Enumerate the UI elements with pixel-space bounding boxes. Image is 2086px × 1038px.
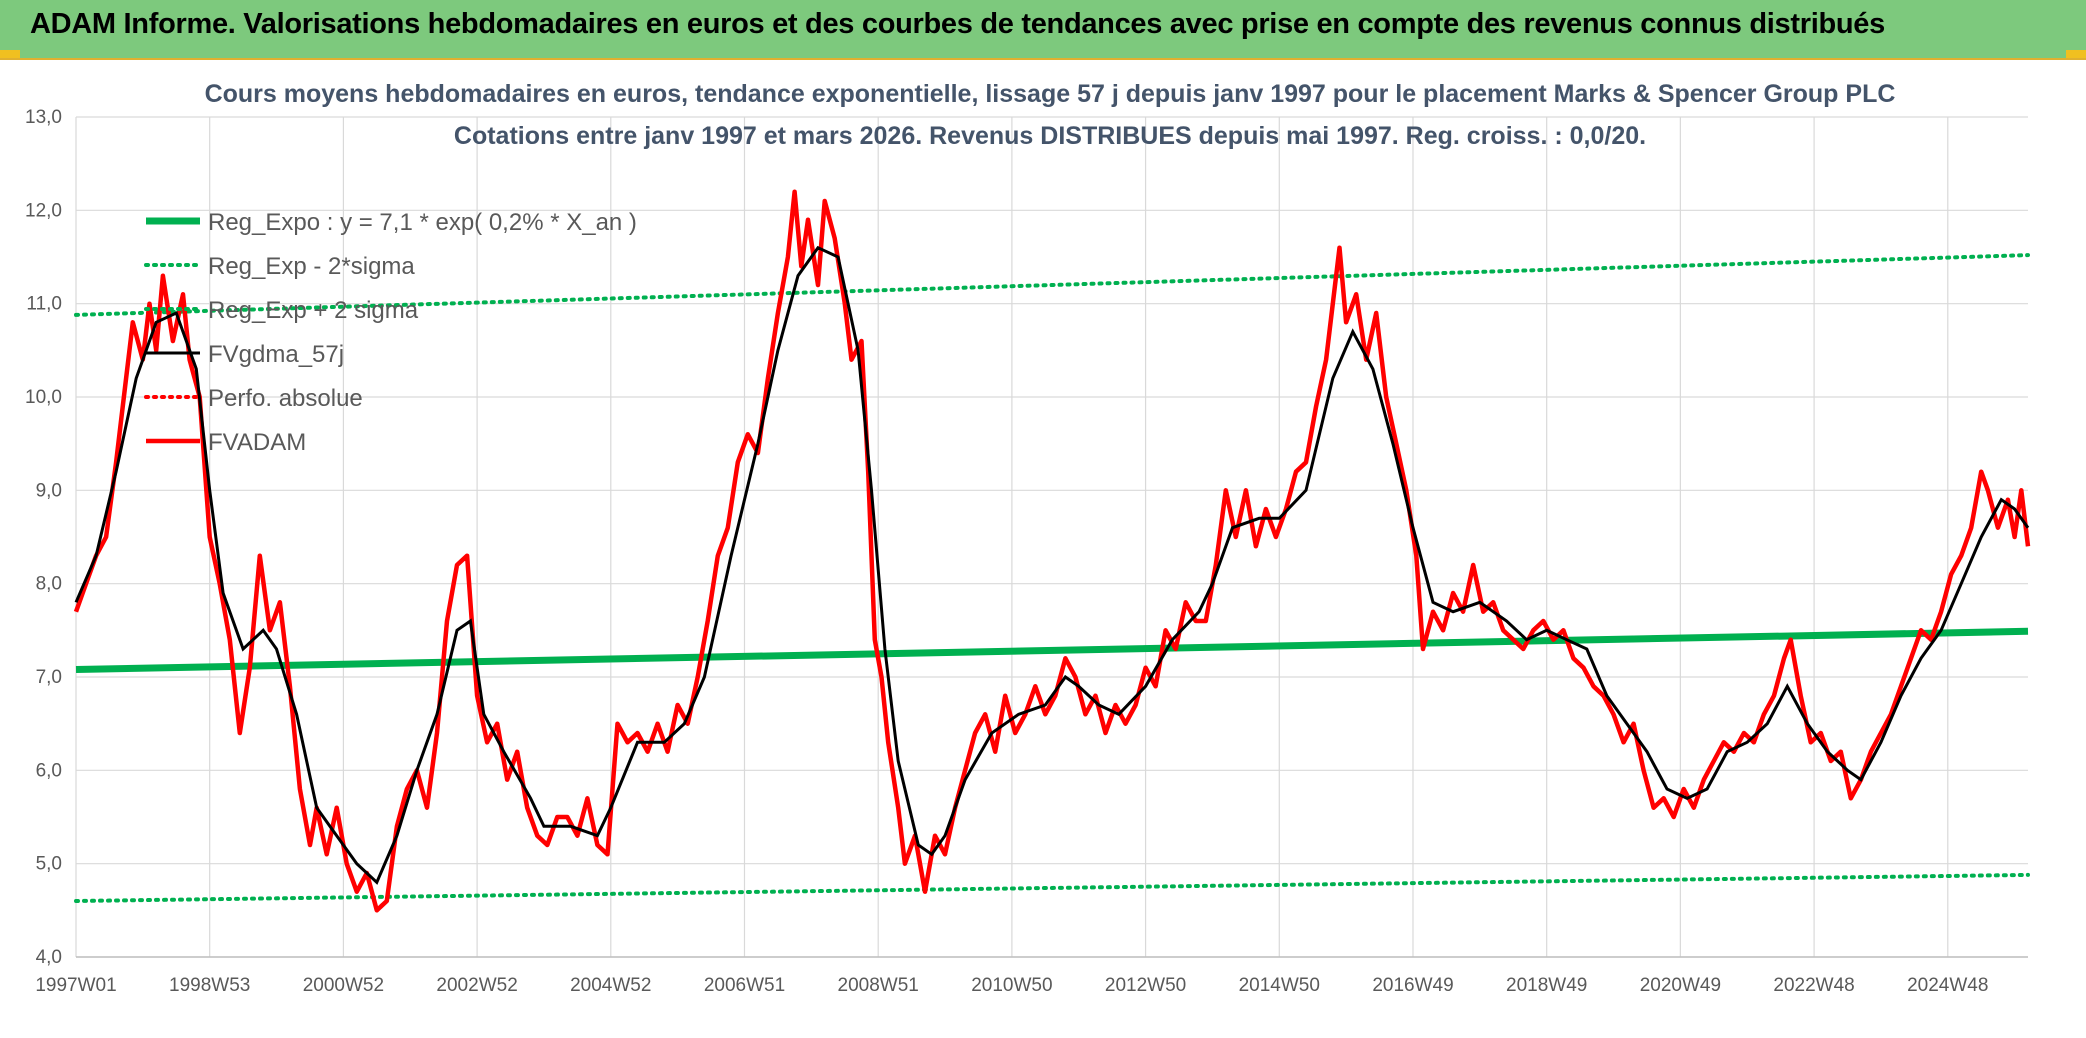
legend-label-5: FVADAM bbox=[208, 429, 306, 456]
chart-title-line2: Cotations entre janv 1997 et mars 2026. … bbox=[454, 122, 1646, 150]
y-tick-label-1: 5,0 bbox=[36, 854, 62, 875]
series-line-2 bbox=[74, 253, 2030, 317]
legend-label-4: Perfo. absolue bbox=[208, 385, 363, 412]
banner-accent-right bbox=[2066, 50, 2086, 58]
legend-label-1: Reg_Exp - 2*sigma bbox=[208, 253, 415, 280]
x-tick-label-14: 2024W48 bbox=[1907, 975, 1988, 996]
x-tick-label-9: 2014W50 bbox=[1239, 975, 1320, 996]
x-tick-label-12: 2020W49 bbox=[1640, 975, 1721, 996]
x-tick-label-2: 2000W52 bbox=[303, 975, 384, 996]
y-tick-label-5: 9,0 bbox=[36, 480, 62, 501]
price-trend-chart: Cours moyens hebdomadaires en euros, ten… bbox=[0, 60, 2086, 1038]
y-tick-label-7: 11,0 bbox=[26, 294, 62, 315]
x-tick-label-6: 2008W51 bbox=[838, 975, 919, 996]
series-line-3 bbox=[74, 245, 2030, 885]
x-tick-label-11: 2018W49 bbox=[1506, 975, 1587, 996]
x-tick-label-5: 2006W51 bbox=[704, 975, 785, 996]
y-tick-label-6: 10,0 bbox=[25, 387, 62, 408]
x-tick-label-13: 2022W48 bbox=[1773, 975, 1854, 996]
chart-grid bbox=[75, 116, 2028, 958]
x-tick-label-10: 2016W49 bbox=[1372, 975, 1453, 996]
y-tick-label-4: 8,0 bbox=[36, 574, 62, 595]
series-line-1 bbox=[74, 872, 2030, 903]
y-tick-label-9: 13,0 bbox=[25, 107, 62, 128]
y-tick-label-8: 12,0 bbox=[25, 200, 62, 221]
x-axis-ticks: 1997W01 1998W53 2000W52 2002W52 2004W52 2006W… bbox=[35, 975, 1988, 996]
y-tick-label-3: 7,0 bbox=[36, 667, 62, 688]
legend-label-0: Reg_Expo : y = 7,1 * exp( 0,2% * X_an ) bbox=[208, 209, 637, 236]
x-tick-label-4: 2004W52 bbox=[570, 975, 651, 996]
series-line-0 bbox=[75, 627, 2029, 673]
y-tick-label-0: 4,0 bbox=[36, 947, 62, 968]
x-tick-label-8: 2012W50 bbox=[1105, 975, 1186, 996]
legend-label-3: FVgdma_57j bbox=[208, 341, 344, 368]
legend-label-2: Reg_Exp + 2 sigma bbox=[208, 297, 419, 324]
y-axis-ticks: 4,0 5,0 6,0 7,0 8,0 9,0 10,0 11,0 12,0 13,0 bbox=[25, 107, 62, 968]
x-tick-label-1: 1998W53 bbox=[169, 975, 250, 996]
y-tick-label-2: 6,0 bbox=[36, 760, 62, 781]
x-tick-label-7: 2010W50 bbox=[971, 975, 1052, 996]
chart-legend: Reg_Expo : y = 7,1 * exp( 0,2% * X_an ) R… bbox=[144, 209, 637, 456]
x-tick-label-0: 1997W01 bbox=[35, 975, 116, 996]
banner-accent-left bbox=[0, 50, 20, 58]
report-title: ADAM Informe. Valorisations hebdomadaire… bbox=[30, 8, 1885, 40]
x-tick-label-3: 2002W52 bbox=[436, 975, 517, 996]
series-layer bbox=[73, 189, 2031, 913]
report-banner: ADAM Informe. Valorisations hebdomadaire… bbox=[0, 0, 2086, 60]
chart-title-line1: Cours moyens hebdomadaires en euros, ten… bbox=[205, 80, 1896, 108]
